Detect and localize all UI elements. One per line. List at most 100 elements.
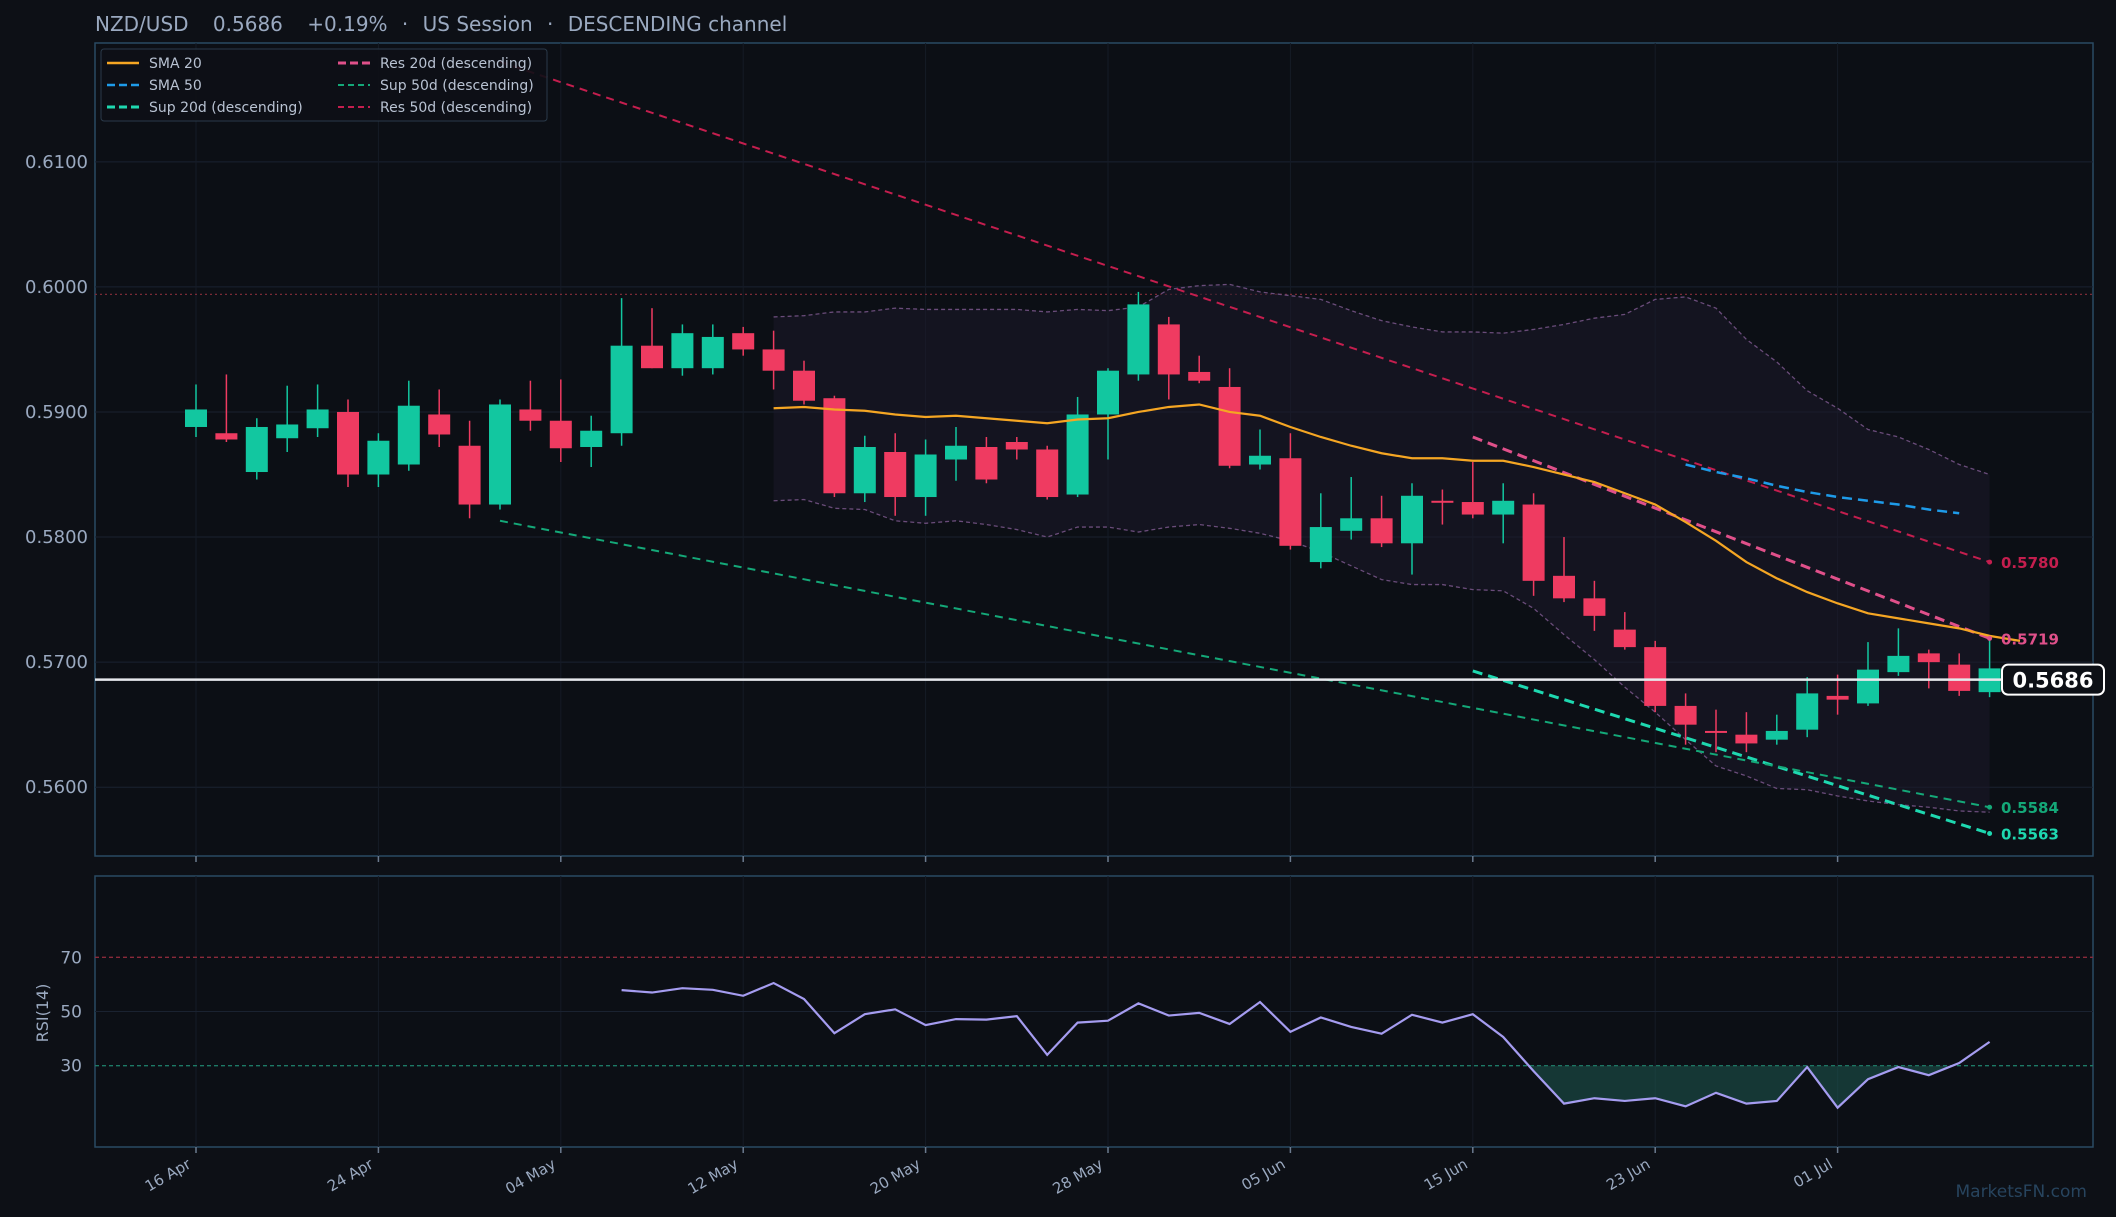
- support-50d-line-label: 0.5584: [2001, 799, 2059, 817]
- header-price: 0.5686: [213, 12, 283, 36]
- header-channel: DESCENDING channel: [568, 12, 788, 36]
- support-50d-line: [499, 519, 1990, 809]
- candle-body: [1644, 647, 1667, 706]
- candle-body: [1461, 502, 1484, 515]
- header-change: +0.19%: [307, 12, 387, 36]
- price-tick-label: 0.5600: [25, 777, 88, 798]
- candle-body: [549, 420, 572, 449]
- candle-body: [884, 452, 907, 498]
- legend-label: Sup 50d (descending): [380, 78, 534, 94]
- price-tick-label: 0.6100: [25, 152, 88, 173]
- candle-body: [215, 433, 238, 440]
- legend-label: Sup 20d (descending): [149, 100, 303, 116]
- candle-body: [1431, 500, 1454, 503]
- candle-body: [853, 446, 876, 494]
- rsi-axis-label: RSI(14): [33, 984, 52, 1043]
- candle-body: [1826, 695, 1849, 700]
- current-price-line: 0.5686: [95, 663, 2105, 696]
- candle-body: [823, 398, 846, 494]
- candle-body: [1249, 455, 1271, 465]
- legend-label: Res 50d (descending): [380, 100, 532, 116]
- candle-body: [428, 414, 451, 435]
- rsi-oversold-area: [1528, 1065, 1953, 1108]
- candles: [185, 291, 2001, 753]
- candle-body: [1613, 629, 1636, 648]
- legend-label: SMA 50: [149, 78, 202, 94]
- candle-body: [1796, 693, 1819, 730]
- candle-body: [1401, 495, 1423, 544]
- candle-body: [397, 405, 420, 465]
- candle-body: [1036, 449, 1059, 498]
- candle-body: [1705, 730, 1727, 733]
- candle-body: [1279, 458, 1302, 546]
- support-20d-line-label: 0.5563: [2001, 825, 2059, 843]
- candle-body: [1157, 324, 1180, 375]
- candle-body: [489, 404, 511, 505]
- price-tick-label: 0.5800: [25, 527, 88, 548]
- header-symbol: NZD/USD: [95, 12, 189, 36]
- support-50d-line-end-dot: [1987, 804, 1993, 810]
- current-price-label: 0.5686: [2012, 669, 2093, 693]
- bollinger-lower: [773, 498, 1990, 813]
- candle-body: [1492, 500, 1515, 515]
- candle-body: [671, 333, 694, 369]
- rsi-tick-label: 70: [60, 948, 82, 968]
- moving-averages: [773, 403, 2021, 642]
- candle-body: [1066, 414, 1089, 495]
- support-20d-line-end-dot: [1987, 830, 1993, 836]
- current-price-tag: [2001, 663, 2105, 696]
- price-tick-label: 0.6000: [25, 277, 88, 298]
- price-tick-label: 0.5900: [25, 402, 88, 423]
- candle-body: [1005, 441, 1028, 450]
- header-session: US Session: [423, 12, 533, 36]
- legend-label: SMA 20: [149, 56, 202, 72]
- candle-body: [1218, 386, 1241, 466]
- candle-body: [185, 409, 207, 427]
- candle-body: [1917, 653, 1940, 663]
- candle-body: [1887, 655, 1910, 673]
- candle-body: [1857, 669, 1879, 704]
- candle-body: [1583, 598, 1606, 616]
- candle-body: [337, 411, 359, 475]
- rsi-oversold-fill: [1528, 1065, 1953, 1108]
- candle-body: [1948, 664, 1971, 691]
- candle-body: [367, 440, 390, 475]
- candle-body: [1340, 518, 1363, 531]
- resistance-20d-line-end-dot: [1987, 635, 1993, 641]
- candle-body: [245, 426, 268, 473]
- candle-body: [1309, 527, 1332, 563]
- candle-body: [1522, 504, 1545, 581]
- candle-body: [762, 349, 785, 371]
- resistance-50d-line: [499, 60, 1990, 564]
- candle-body: [276, 424, 299, 439]
- candle-body: [793, 370, 815, 401]
- candle-body: [1370, 518, 1393, 544]
- candle-body: [701, 336, 724, 369]
- legend: SMA 20 SMA 50 Sup 20d (descending) Res 20d …: [100, 48, 548, 122]
- resistance-20d-line: [1472, 435, 1991, 640]
- candle-body: [1674, 705, 1697, 725]
- candle-body: [732, 333, 755, 350]
- rsi-series: [621, 981, 1991, 1110]
- rsi-grid: 30 50 70: [60, 876, 2093, 1147]
- trendline-labels: 0.5719 0.5563 0.5780 0.5584: [1987, 554, 2059, 843]
- candle-body: [975, 446, 998, 480]
- rsi-panel: 30 50 70 RSI(14): [33, 875, 2094, 1148]
- rsi-tick-label: 50: [60, 1003, 82, 1023]
- candle-body: [1188, 371, 1211, 381]
- candle-body: [1097, 370, 1119, 415]
- price-panel: 0.5600 0.5700 0.5800 0.5900 0.6000 0.6100 0.5…: [25, 42, 2105, 857]
- rsi-tick-label: 30: [60, 1057, 82, 1077]
- support-20d-line: [1472, 669, 1991, 835]
- rsi-line: [621, 981, 1991, 1110]
- candle-body: [519, 409, 542, 421]
- price-y-axis: 0.5600 0.5700 0.5800 0.5900 0.6000 0.6100: [25, 152, 88, 798]
- sma-20-line: [773, 403, 2021, 642]
- candle-body: [641, 345, 663, 369]
- candle-body: [1765, 730, 1788, 740]
- candle-body: [1553, 575, 1575, 599]
- resistance-20d-line-label: 0.5719: [2001, 630, 2059, 648]
- price-tick-label: 0.5700: [25, 652, 88, 673]
- bollinger-upper: [773, 283, 1990, 476]
